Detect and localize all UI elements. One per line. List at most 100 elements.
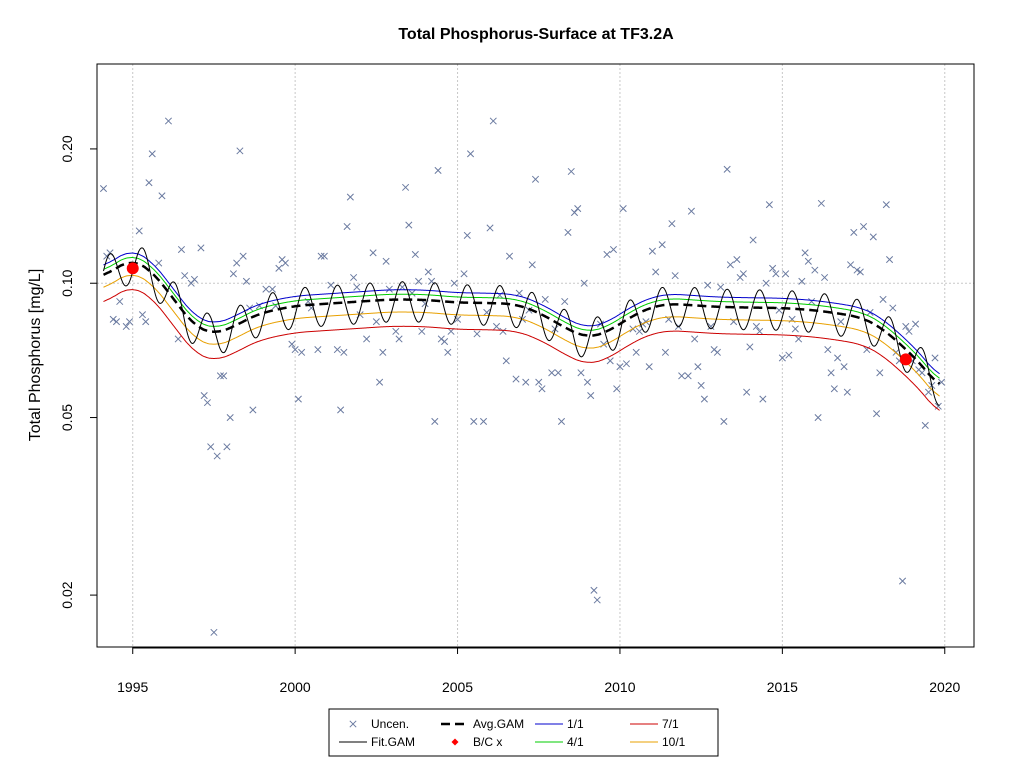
observation-point (856, 268, 864, 276)
observation-point (587, 392, 595, 400)
observation-point (496, 291, 504, 299)
observation-point (190, 275, 198, 283)
legend-item-uncen: Uncen. (349, 717, 409, 731)
observation-point (333, 346, 341, 354)
observation-point (801, 249, 809, 257)
observation-point (863, 346, 871, 354)
series-1-1-line (103, 252, 940, 375)
observation-point (233, 259, 241, 267)
observation-point (174, 335, 182, 343)
observation-point (720, 417, 728, 426)
x-tick-label: 2005 (442, 679, 473, 695)
observation-point (931, 354, 939, 362)
observation-point (837, 318, 845, 326)
observation-point (704, 281, 712, 289)
observation-point (700, 395, 708, 403)
observation-point (717, 283, 725, 291)
series-7-1-line (103, 289, 940, 411)
x-tick-label: 2020 (929, 679, 960, 695)
observation-point (609, 245, 618, 254)
observation-point (830, 385, 838, 393)
observation-point (382, 257, 390, 265)
x-tick-label: 1995 (117, 679, 148, 695)
observation-point (873, 410, 881, 418)
observation-point (353, 283, 361, 291)
observation-point (817, 199, 825, 207)
observation-point (320, 252, 328, 260)
observation-point (112, 318, 121, 326)
observation-point (145, 179, 153, 187)
observation-point (574, 205, 582, 213)
observation-point (463, 231, 471, 239)
observation-point (554, 369, 562, 377)
legend-item-m10-label: 10/1 (662, 735, 686, 749)
legend-item-bc: B/C x (451, 735, 502, 749)
series-10-1-line (103, 274, 940, 397)
observation-point (811, 266, 819, 274)
observation-point (148, 150, 156, 158)
observation-point (564, 228, 572, 236)
observation-point (538, 385, 546, 393)
observation-point (733, 255, 741, 264)
observation-point (661, 348, 669, 356)
observation-point (869, 233, 877, 241)
observation-point (860, 222, 868, 231)
observation-point (213, 452, 221, 460)
observation-point (535, 378, 543, 386)
observation-point (567, 167, 575, 176)
observation-point (431, 417, 439, 426)
observation-point (460, 270, 468, 278)
observation-point (898, 577, 907, 585)
observation-point (645, 363, 653, 371)
observation-point (418, 327, 426, 335)
observation-point (528, 261, 536, 269)
observation-point (921, 421, 929, 430)
observation-point (821, 273, 829, 282)
observation-point (632, 348, 640, 356)
observation-point (281, 259, 289, 267)
observation-point (395, 335, 403, 343)
observation-point (808, 297, 816, 306)
observation-point (116, 297, 124, 306)
observation-point (557, 417, 566, 426)
observation-point (268, 285, 276, 293)
observation-point (450, 279, 458, 287)
legend-item-m4: 4/1 (535, 735, 584, 749)
observation-point (782, 270, 790, 278)
observation-point (824, 346, 832, 354)
observation-point (317, 252, 325, 260)
observation-point (314, 346, 322, 354)
observation-point (583, 378, 592, 386)
observation-point (411, 250, 419, 259)
observation-point (142, 318, 150, 326)
observation-point (122, 322, 130, 331)
observation-point (223, 443, 231, 451)
observation-point (158, 192, 166, 200)
observation-point (531, 175, 540, 183)
observation-point (619, 205, 627, 213)
observation-point (671, 272, 679, 280)
legend-item-m10: 10/1 (630, 735, 686, 749)
observation-point (177, 245, 186, 254)
observation-point (541, 295, 549, 303)
observation-point (327, 281, 335, 289)
observation-point (853, 266, 861, 274)
trend-lines (102, 247, 941, 411)
observation-point (408, 289, 416, 297)
observation-point (548, 369, 556, 377)
legend-item-bc-symbol (451, 738, 459, 746)
observation-point (522, 378, 530, 386)
observation-point (778, 354, 786, 362)
observation-point (577, 369, 585, 377)
observation-point (668, 220, 676, 228)
observation-point (814, 413, 822, 422)
observation-point (489, 117, 497, 125)
legend-item-m1-label: 1/1 (567, 717, 584, 731)
observation-point (684, 372, 692, 380)
legend-item-m4-label: 4/1 (567, 735, 584, 749)
observation-point (746, 343, 754, 351)
observation-point (827, 369, 835, 377)
observation-point (492, 322, 501, 331)
observation-point (934, 402, 942, 410)
